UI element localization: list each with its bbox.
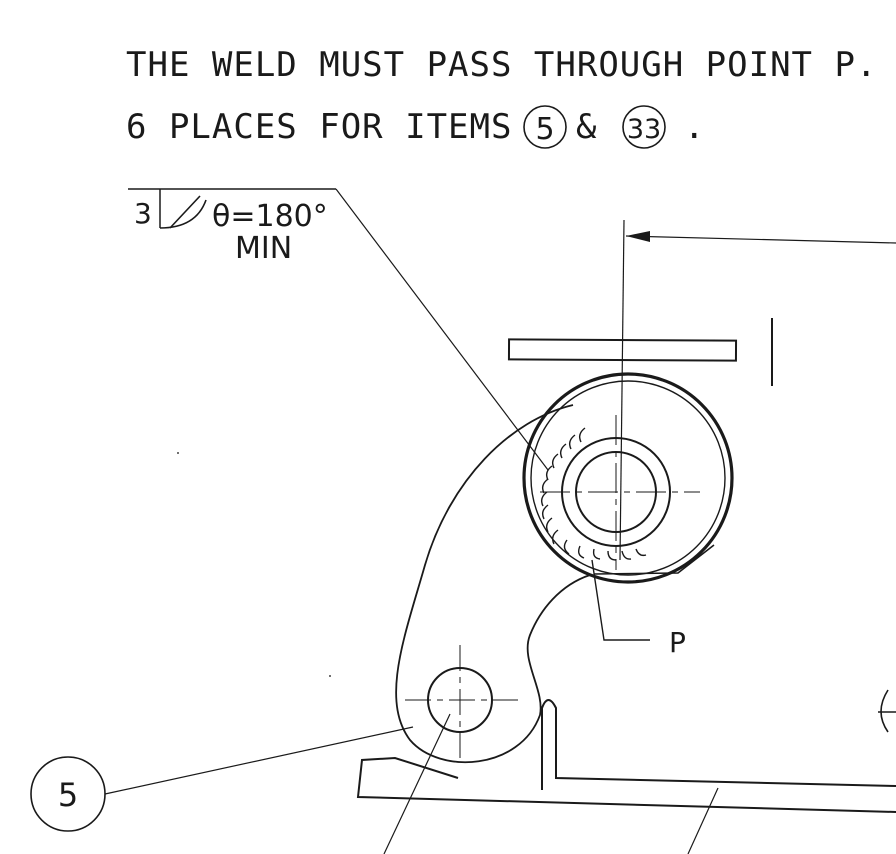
pivot-leader-line — [383, 713, 451, 854]
scan-speck — [177, 452, 179, 454]
scan-speck — [329, 675, 331, 677]
item-balloon-5: 5 — [30, 726, 414, 832]
weld-min-text: MIN — [235, 231, 292, 266]
boss-outer-circle-inner — [530, 380, 726, 576]
base-plate-outline — [356, 756, 896, 813]
note-line-2-join: & — [576, 107, 597, 147]
dimension-arrowhead — [626, 231, 650, 242]
dimension-line-top — [625, 235, 896, 244]
note-item-5-callout: 5 — [523, 105, 567, 149]
note-line-2-prefix: 6 PLACES FOR ITEMS — [126, 107, 512, 147]
weld-symbol: 3 θ=180° MIN — [128, 188, 549, 471]
note-item-5-text: 5 — [535, 112, 554, 147]
right-edge-mark — [878, 689, 896, 733]
boss-assembly — [522, 372, 734, 584]
top-plate-rect — [507, 338, 738, 362]
slot-outline — [541, 699, 896, 790]
weld-size-text: 3 — [134, 197, 152, 230]
weld-bead-marks — [540, 427, 647, 561]
vertical-centerline — [619, 219, 625, 561]
boss-outer-circle — [522, 372, 734, 584]
hinge-arm-tail — [593, 544, 715, 575]
weld-angle-text: θ=180° — [212, 199, 328, 234]
note-item-33-callout: 33 — [622, 105, 666, 149]
weld-leader-line — [335, 188, 549, 471]
base-leader-line — [687, 787, 719, 854]
note-line-2-end: . — [684, 107, 705, 147]
note-item-33-text: 33 — [627, 114, 661, 145]
point-p-label: P — [669, 626, 686, 659]
hinge-arm-outline — [395, 404, 591, 764]
balloon-5-text: 5 — [58, 776, 78, 814]
note-line-1: THE WELD MUST PASS THROUGH POINT P. — [126, 45, 877, 85]
pivot-hole — [405, 645, 518, 758]
point-p-leader — [591, 559, 650, 641]
balloon-5-leader — [104, 726, 414, 795]
